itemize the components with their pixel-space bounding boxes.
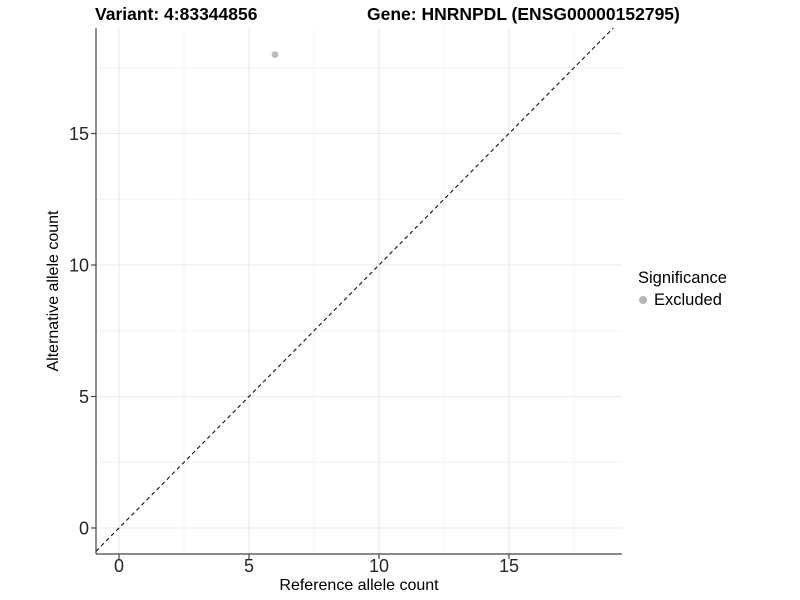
y-tick-label: 5 <box>79 387 89 407</box>
legend: Significance Excluded <box>638 268 727 309</box>
y-axis-title: Alternative allele count <box>45 210 62 372</box>
data-point <box>271 51 279 58</box>
variant-title: Variant: 4:83344856 <box>95 4 258 24</box>
gene-title: Gene: HNRNPDL (ENSG00000152795) <box>367 4 680 24</box>
x-axis-title: Reference allele count <box>279 577 439 594</box>
x-tick-label: 0 <box>114 556 124 576</box>
y-tick-label: 0 <box>79 518 89 538</box>
y-tick-label: 10 <box>69 255 89 275</box>
legend-title: Significance <box>638 269 727 287</box>
legend-item-label: Excluded <box>654 291 722 309</box>
x-tick-label: 10 <box>369 556 389 576</box>
x-tick-label: 15 <box>499 556 519 576</box>
y-tick-label: 15 <box>69 124 89 144</box>
excluded-point-icon <box>639 296 647 304</box>
x-tick-label: 5 <box>244 556 254 576</box>
legend-item-excluded: Excluded <box>638 291 727 309</box>
identity-dashed-line <box>95 27 614 552</box>
